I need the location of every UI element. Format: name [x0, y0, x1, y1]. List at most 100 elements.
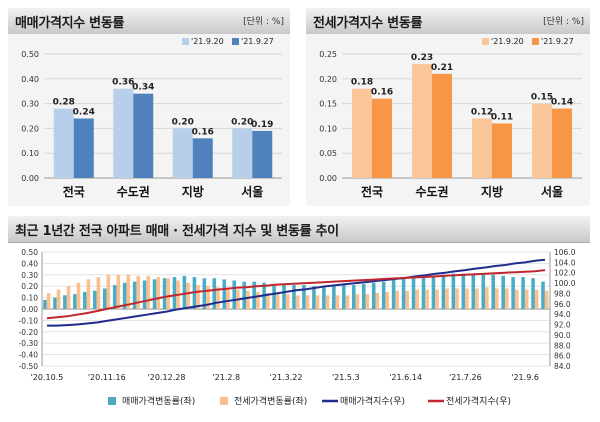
- trend-bar: [275, 294, 280, 309]
- trend-bar: [315, 295, 320, 309]
- trend-bar: [544, 290, 549, 309]
- trend-legend-label: 매매가격지수(우): [340, 395, 405, 407]
- jeonse-category-label: 지방: [481, 184, 503, 199]
- trend-bar: [66, 286, 71, 309]
- jeonse-y-tick-label: 0.00: [319, 174, 337, 183]
- trend-bar: [385, 291, 390, 309]
- trend-bar: [395, 290, 399, 309]
- trend-bar: [106, 274, 111, 309]
- trend-bar: [162, 278, 167, 309]
- trend-bar: [504, 288, 509, 309]
- trend-bar: [415, 289, 419, 309]
- jeonse-bar: [472, 118, 492, 178]
- sale-category-label: 서울: [241, 184, 263, 199]
- sale-value-label: 0.28: [53, 98, 75, 108]
- trend-bar: [226, 288, 230, 309]
- trend-bar: [196, 285, 200, 309]
- trend-bar: [332, 286, 336, 309]
- jeonse-legend-swatch: [482, 38, 489, 45]
- jeonse-y-tick-label: 0.15: [319, 100, 337, 109]
- sale-value-label: 0.24: [73, 107, 95, 117]
- trend-bar: [511, 277, 515, 309]
- trend-x-tick-label: '21.2.8: [212, 373, 240, 382]
- jeonse-bar: [552, 108, 572, 178]
- trend-bar: [182, 275, 187, 309]
- sale-category-label: 수도권: [117, 185, 150, 199]
- trend-bar: [495, 288, 499, 309]
- trend-bar: [265, 293, 270, 309]
- jeonse-change-chart: 0.25 0.20 0.15 0.10 0.05 0.00 '21.9.20 '21.9.27…: [319, 37, 582, 199]
- trend-bar: [425, 289, 429, 309]
- trend-y-right-tick-label: 92.0: [554, 321, 571, 330]
- sale-bar: [73, 118, 94, 178]
- trend-y-right-tick-label: 102.0: [554, 269, 576, 278]
- trend-bar: [335, 295, 340, 309]
- trend-bar: [156, 277, 160, 309]
- trend-legend-swatch: [220, 397, 228, 405]
- trend-bar: [122, 282, 127, 309]
- jeonse-value-label: 0.23: [411, 53, 433, 63]
- trend-bar: [142, 280, 147, 309]
- trend-bar: [63, 295, 67, 309]
- trend-bar: [375, 293, 380, 309]
- trend-y-right-tick-label: 96.0: [554, 300, 571, 309]
- trend-bar: [481, 274, 486, 309]
- sale-value-label: 0.16: [192, 127, 214, 137]
- trend-y-right-tick-label: 94.0: [554, 310, 571, 319]
- trend-y-left-tick-label: -0.50: [19, 362, 39, 371]
- trend-bar: [282, 283, 286, 309]
- trend-x-tick-label: '20.12.28: [148, 373, 186, 382]
- jeonse-bar: [432, 73, 452, 178]
- jeonse-value-label: 0.11: [491, 112, 513, 122]
- trend-bar: [76, 282, 81, 309]
- trend-bar: [152, 279, 157, 309]
- trend-chart: 0.50 0.40 0.30 0.20 0.10 0.00 -0.10 -0.20 -0.30 -…: [19, 248, 576, 407]
- trend-legend-label: 전세가격지수(우): [446, 395, 511, 407]
- trend-x-tick-label: '21.7.26: [449, 373, 482, 382]
- trend-bar: [245, 290, 250, 309]
- trend-legend-swatch: [108, 397, 116, 405]
- trend-bar: [285, 294, 290, 309]
- jeonse-category-label: 전국: [361, 184, 383, 199]
- jeonse-category-label: 수도권: [415, 185, 448, 199]
- trend-bar: [355, 294, 360, 309]
- trend-bar: [455, 288, 459, 309]
- sale-value-label: 0.34: [132, 83, 154, 93]
- trend-bar: [53, 297, 57, 309]
- trend-y-left-tick-label: -0.40: [19, 351, 39, 360]
- trend-bar: [521, 277, 525, 309]
- jeonse-bar: [412, 63, 432, 178]
- jeonse-bar: [352, 88, 372, 178]
- trend-bar: [391, 279, 396, 309]
- trend-bar: [186, 282, 190, 309]
- trend-y-left-tick-label: 0.20: [21, 282, 38, 291]
- trend-y-right-tick-label: 88.0: [554, 341, 571, 350]
- trend-bar: [272, 283, 276, 309]
- trend-bar: [232, 280, 237, 309]
- trend-bar: [166, 278, 170, 309]
- trend-y-left-tick-label: 0.30: [21, 271, 38, 280]
- trend-bar: [361, 283, 366, 309]
- trend-bar: [524, 289, 529, 309]
- trend-bar: [514, 289, 519, 309]
- trend-panel-body: 0.50 0.40 0.30 0.20 0.10 0.00 -0.10 -0.20 -0.30 -…: [8, 242, 590, 418]
- trend-bar: [202, 278, 207, 309]
- trend-bar: [431, 275, 436, 309]
- jeonse-y-tick-label: 0.10: [319, 124, 337, 133]
- jeonse-value-label: 0.15: [531, 93, 553, 103]
- trend-bar: [325, 295, 330, 309]
- trend-bar: [86, 279, 91, 309]
- trend-y-left-tick-label: -0.20: [19, 328, 39, 337]
- sale-value-label: 0.20: [172, 117, 194, 127]
- trend-bar: [441, 274, 446, 309]
- jeonse-value-label: 0.18: [351, 78, 373, 88]
- trend-bar: [541, 281, 545, 309]
- sale-bar: [53, 108, 74, 178]
- sale-bar: [113, 88, 134, 178]
- sale-bar: [232, 128, 253, 178]
- jeonse-y-tick-label: 0.20: [319, 75, 337, 84]
- jeonse-panel-unit: [단위 : %]: [543, 17, 584, 27]
- trend-bar: [56, 289, 61, 309]
- sale-panel-body: 0.50 0.40 0.30 0.20 0.10 0.00 '21.9.20 '21.9.27…: [8, 34, 290, 206]
- sale-change-chart: 0.50 0.40 0.30 0.20 0.10 0.00 '21.9.20 '21.9.27…: [21, 37, 282, 199]
